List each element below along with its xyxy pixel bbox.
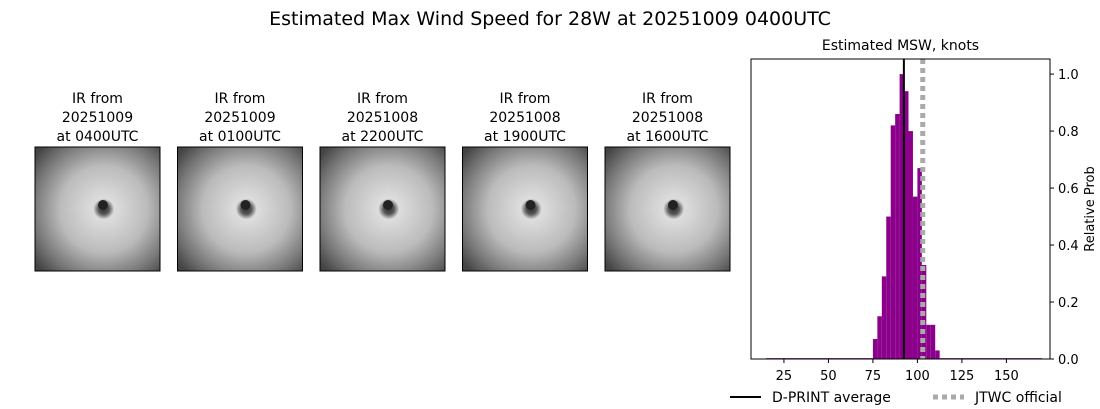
bar	[930, 324, 936, 359]
bar	[908, 131, 913, 359]
bar	[877, 316, 882, 359]
bar	[881, 276, 887, 359]
image-label: IR from	[500, 91, 551, 107]
image-label: 20251008	[632, 110, 703, 126]
y-tick-label: 0.4	[1058, 239, 1079, 254]
ir-image	[319, 146, 446, 272]
x-tick-label: 25	[776, 369, 793, 384]
storm-eye	[525, 200, 536, 210]
image-label: at 2200UTC	[342, 129, 424, 145]
bar	[872, 339, 878, 359]
figure-title: Estimated Max Wind Speed for 28W at 2025…	[269, 8, 831, 30]
legend-label: JTWC official	[974, 390, 1062, 406]
y-tick-label: 0.8	[1058, 125, 1079, 140]
ir-image	[462, 146, 588, 272]
image-label: IR from	[215, 91, 266, 107]
storm-eye	[240, 200, 251, 210]
x-tick-label: 125	[949, 369, 974, 384]
x-tick-label: 75	[865, 369, 882, 384]
axes-title: Estimated MSW, knots	[822, 38, 979, 54]
bar	[904, 91, 909, 360]
bar	[899, 74, 905, 359]
image-label: 20251008	[489, 110, 560, 126]
ir-image	[177, 146, 303, 272]
axes-frame	[750, 58, 1051, 360]
image-label: 20251009	[62, 110, 133, 126]
image-label: IR from	[357, 91, 408, 107]
image-label: at 1600UTC	[627, 129, 709, 145]
image-label: at 0400UTC	[57, 129, 139, 145]
bar	[890, 125, 896, 359]
bar	[926, 324, 931, 359]
legend-label: D-PRINT average	[772, 390, 891, 406]
image-label: 20251009	[204, 110, 275, 126]
ir-image	[604, 146, 731, 272]
image-label: at 1900UTC	[484, 129, 566, 145]
image-label: IR from	[72, 91, 123, 107]
y-tick-label: 0.6	[1058, 182, 1079, 197]
image-label: 20251008	[347, 110, 418, 126]
image-label: at 0100UTC	[199, 129, 281, 145]
y-tick-label: 0.0	[1058, 353, 1079, 368]
x-tick-label: 150	[994, 369, 1019, 384]
bar	[886, 216, 891, 359]
y-tick-label: 0.2	[1058, 296, 1079, 311]
storm-eye	[383, 200, 393, 210]
bar	[917, 168, 922, 359]
x-tick-label: 100	[905, 369, 930, 384]
image-label: IR from	[642, 91, 693, 107]
x-tick-label: 50	[820, 369, 837, 384]
y-tick-label: 1.0	[1058, 68, 1079, 83]
ir-image	[34, 146, 161, 272]
storm-eye	[98, 200, 108, 210]
bar	[935, 350, 940, 359]
y-axis-label: Relative Prob	[1083, 166, 1098, 251]
bar	[895, 113, 900, 360]
storm-eye	[668, 200, 678, 210]
bar	[912, 196, 918, 359]
